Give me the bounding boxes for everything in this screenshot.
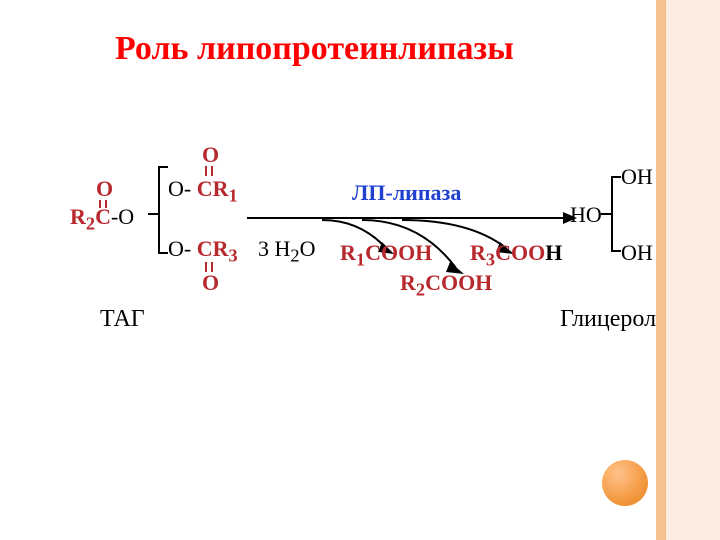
slide: Роль липопротеинлипазы O O- CR1 O R2C-O … — [0, 0, 720, 540]
gly-mid-dash — [601, 213, 611, 215]
product-r2: R2COOH — [400, 270, 492, 300]
tag-backbone — [158, 166, 160, 254]
tag-r1-o-top: O — [202, 142, 219, 168]
tag-mid-dash — [148, 213, 158, 215]
gly-backbone-top — [611, 176, 621, 178]
tag-caption: ТАГ — [100, 306, 145, 333]
tag-backbone-bot — [158, 252, 168, 254]
water-label: 3 H2O — [258, 236, 315, 266]
dbl-r1-b — [211, 166, 213, 176]
accent-circle-icon — [602, 460, 648, 506]
glycerol-caption: Глицерол — [560, 306, 656, 333]
gly-oh-3: OH — [621, 240, 653, 266]
enzyme-label: ЛП-липаза — [352, 180, 461, 206]
slide-title: Роль липопротеинлипазы — [115, 30, 514, 68]
gly-oh-1: OH — [621, 164, 653, 190]
product-r3: R3COOH — [470, 240, 562, 270]
tag-r3-o-bot: O — [202, 270, 219, 296]
bg-stripe-dark — [656, 0, 666, 540]
product-r1: R1COOH — [340, 240, 432, 270]
gly-ho-2: HO — [570, 202, 602, 228]
bg-stripe-light — [666, 0, 720, 540]
tag-backbone-top — [158, 166, 168, 168]
tag-r2-o-top: O — [96, 176, 113, 202]
tag-r3-line: O- CR3 — [168, 236, 238, 266]
gly-backbone — [611, 176, 613, 252]
tag-r1-line: O- CR1 — [168, 176, 238, 206]
tag-r2-line: R2C-O — [70, 204, 134, 234]
gly-backbone-bot — [611, 250, 621, 252]
dbl-r1-a — [205, 166, 207, 176]
